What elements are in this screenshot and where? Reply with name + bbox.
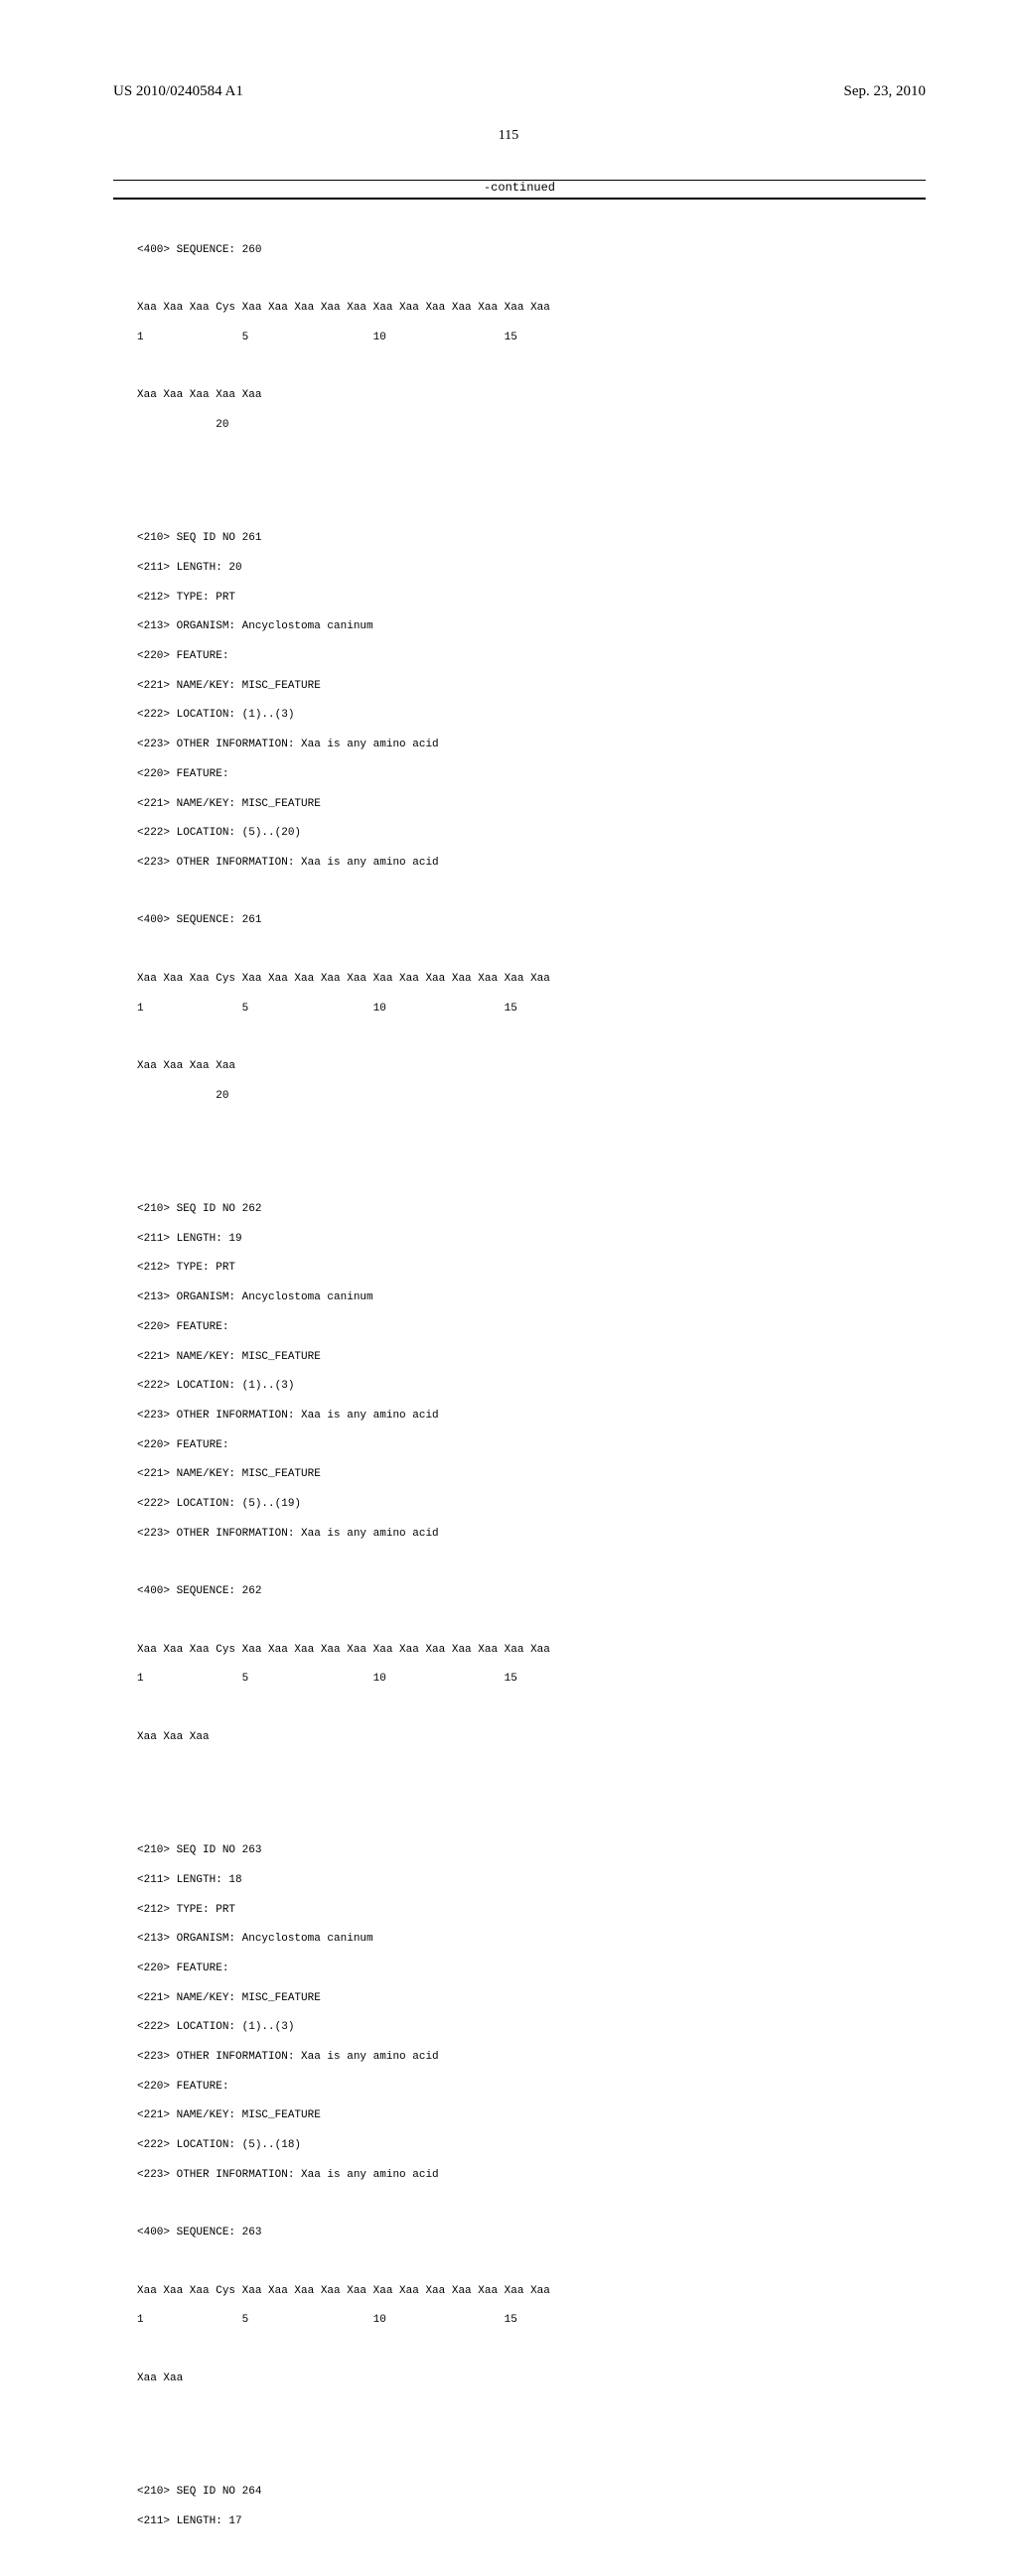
pos-line: 1 5 10 15 xyxy=(137,331,926,345)
meta-line: <213> ORGANISM: Ancyclostoma caninum xyxy=(137,1290,926,1305)
pos-line: 20 xyxy=(137,1089,926,1104)
meta-line: <211> LENGTH: 17 xyxy=(137,2514,926,2529)
meta-line: <210> SEQ ID NO 263 xyxy=(137,1843,926,1858)
meta-line: <223> OTHER INFORMATION: Xaa is any amin… xyxy=(137,1409,926,1424)
seq-line: Xaa Xaa Xaa Xaa Xaa xyxy=(137,388,926,403)
meta-line: <222> LOCATION: (1)..(3) xyxy=(137,708,926,723)
continued-section: -continued xyxy=(113,180,926,200)
continued-label: -continued xyxy=(113,181,926,198)
meta-line: <210> SEQ ID NO 264 xyxy=(137,2485,926,2500)
meta-line: <221> NAME/KEY: MISC_FEATURE xyxy=(137,1350,926,1365)
seq-line: Xaa Xaa Xaa Cys Xaa Xaa Xaa Xaa Xaa Xaa … xyxy=(137,1643,926,1658)
meta-line: <213> ORGANISM: Ancyclostoma caninum xyxy=(137,1932,926,1947)
meta-line: <221> NAME/KEY: MISC_FEATURE xyxy=(137,2108,926,2123)
meta-line: <212> TYPE: PRT xyxy=(137,591,926,606)
publication-date: Sep. 23, 2010 xyxy=(844,83,927,100)
meta-line: <211> LENGTH: 18 xyxy=(137,1873,926,1888)
seq-line: Xaa Xaa xyxy=(137,2372,926,2386)
meta-line: <222> LOCATION: (1)..(3) xyxy=(137,2020,926,2035)
meta-line: <220> FEATURE: xyxy=(137,1320,926,1335)
seq-line: Xaa Xaa Xaa Cys Xaa Xaa Xaa Xaa Xaa Xaa … xyxy=(137,301,926,316)
meta-line: <210> SEQ ID NO 262 xyxy=(137,1202,926,1217)
sequence-entry-260: <400> SEQUENCE: 260 Xaa Xaa Xaa Cys Xaa … xyxy=(137,228,926,448)
seq-header: <400> SEQUENCE: 262 xyxy=(137,1584,926,1599)
meta-line: <223> OTHER INFORMATION: Xaa is any amin… xyxy=(137,2050,926,2065)
meta-line: <211> LENGTH: 19 xyxy=(137,1232,926,1247)
seq-header: <400> SEQUENCE: 260 xyxy=(137,243,926,258)
meta-line: <220> FEATURE: xyxy=(137,2080,926,2095)
publication-number: US 2010/0240584 A1 xyxy=(113,83,243,100)
meta-line: <222> LOCATION: (5)..(20) xyxy=(137,826,926,841)
meta-line: <212> TYPE: PRT xyxy=(137,1903,926,1918)
sequence-entry-264: <210> SEQ ID NO 264 <211> LENGTH: 17 xyxy=(137,2470,926,2543)
meta-line: <221> NAME/KEY: MISC_FEATURE xyxy=(137,797,926,812)
meta-line: <223> OTHER INFORMATION: Xaa is any amin… xyxy=(137,1527,926,1542)
meta-line: <221> NAME/KEY: MISC_FEATURE xyxy=(137,1991,926,2006)
seq-header: <400> SEQUENCE: 261 xyxy=(137,913,926,928)
pos-line: 1 5 10 15 xyxy=(137,1672,926,1687)
meta-line: <222> LOCATION: (5)..(19) xyxy=(137,1497,926,1512)
seq-line: Xaa Xaa Xaa xyxy=(137,1730,926,1745)
meta-line: <220> FEATURE: xyxy=(137,767,926,782)
sequence-listing: <400> SEQUENCE: 260 Xaa Xaa Xaa Cys Xaa … xyxy=(0,200,1017,2576)
meta-line: <211> LENGTH: 20 xyxy=(137,561,926,576)
pos-line: 1 5 10 15 xyxy=(137,1002,926,1017)
meta-line: <222> LOCATION: (1)..(3) xyxy=(137,1379,926,1394)
meta-line: <221> NAME/KEY: MISC_FEATURE xyxy=(137,679,926,694)
sequence-entry-261: <210> SEQ ID NO 261 <211> LENGTH: 20 <21… xyxy=(137,517,926,1119)
seq-line: Xaa Xaa Xaa Xaa xyxy=(137,1059,926,1074)
seq-line: Xaa Xaa Xaa Cys Xaa Xaa Xaa Xaa Xaa Xaa … xyxy=(137,2284,926,2299)
meta-line: <220> FEATURE: xyxy=(137,649,926,664)
meta-line: <223> OTHER INFORMATION: Xaa is any amin… xyxy=(137,2168,926,2183)
meta-line: <220> FEATURE: xyxy=(137,1438,926,1453)
meta-line: <221> NAME/KEY: MISC_FEATURE xyxy=(137,1467,926,1482)
page-header: US 2010/0240584 A1 Sep. 23, 2010 xyxy=(0,0,1017,100)
meta-line: <210> SEQ ID NO 261 xyxy=(137,531,926,546)
meta-line: <223> OTHER INFORMATION: Xaa is any amin… xyxy=(137,738,926,752)
meta-line: <222> LOCATION: (5)..(18) xyxy=(137,2138,926,2153)
page-number: 115 xyxy=(0,128,1017,144)
pos-line: 20 xyxy=(137,418,926,433)
seq-header: <400> SEQUENCE: 263 xyxy=(137,2226,926,2240)
meta-line: <213> ORGANISM: Ancyclostoma caninum xyxy=(137,619,926,634)
seq-line: Xaa Xaa Xaa Cys Xaa Xaa Xaa Xaa Xaa Xaa … xyxy=(137,972,926,987)
sequence-entry-263: <210> SEQ ID NO 263 <211> LENGTH: 18 <21… xyxy=(137,1829,926,2400)
sequence-entry-262: <210> SEQ ID NO 262 <211> LENGTH: 19 <21… xyxy=(137,1187,926,1759)
pos-line: 1 5 10 15 xyxy=(137,2313,926,2328)
meta-line: <212> TYPE: PRT xyxy=(137,1261,926,1276)
meta-line: <223> OTHER INFORMATION: Xaa is any amin… xyxy=(137,856,926,871)
meta-line: <220> FEATURE: xyxy=(137,1962,926,1976)
